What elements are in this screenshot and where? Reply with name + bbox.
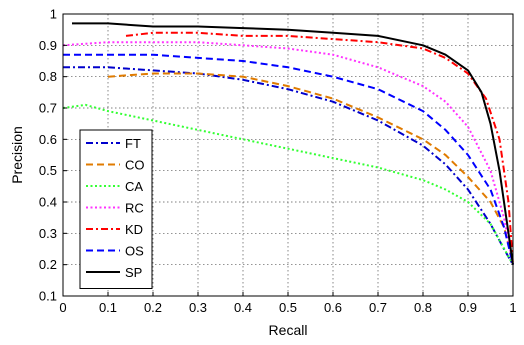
series-line-kd xyxy=(125,31,514,265)
series-lines xyxy=(62,22,514,266)
series-line-ca xyxy=(62,103,514,266)
y-tick-labels: 0.1 0.2 0.3 0.4 0.5 0.6 0.7 0.8 0.9 1 xyxy=(39,7,67,304)
x-tick-label: 1 xyxy=(509,300,516,315)
x-tick-label: 0 xyxy=(59,300,66,315)
legend-label-co: CO xyxy=(125,158,145,173)
series-line-ft xyxy=(63,66,514,266)
legend-label-rc: RC xyxy=(125,201,144,216)
y-tick-label: 0.8 xyxy=(39,69,57,84)
x-tick-label: 0.9 xyxy=(459,300,477,315)
y-axis-label: Precision xyxy=(9,126,25,184)
x-tick-label: 0.4 xyxy=(234,300,252,315)
grid-lines xyxy=(63,14,513,296)
x-tick-label: 0.3 xyxy=(189,300,207,315)
legend-label-ft: FT xyxy=(125,136,141,151)
series-line-sp xyxy=(72,22,514,265)
y-tick-label: 0.3 xyxy=(39,226,57,241)
x-tick-label: 0.7 xyxy=(369,300,387,315)
x-tick-label: 0.6 xyxy=(324,300,342,315)
x-tick-labels: 0 0.1 0.2 0.3 0.4 0.5 0.6 0.7 0.8 0.9 1 xyxy=(59,292,517,315)
x-axis-label: Recall xyxy=(269,322,308,338)
legend-label-sp: SP xyxy=(125,265,142,280)
legend-label-kd: KD xyxy=(125,222,143,237)
y-tick-label: 0.1 xyxy=(39,289,57,304)
series-line-os xyxy=(63,53,514,265)
series-line-rc xyxy=(62,41,514,265)
y-tick-label: 0.5 xyxy=(39,163,57,178)
x-tick-label: 0.1 xyxy=(99,300,117,315)
x-tick-label: 0.5 xyxy=(279,300,297,315)
x-tick-label: 0.2 xyxy=(144,300,162,315)
series-line-co xyxy=(107,72,514,262)
y-tick-label: 1 xyxy=(50,7,57,22)
legend-label-os: OS xyxy=(125,244,144,259)
y-tick-label: 0.9 xyxy=(39,38,57,53)
legend: FT CO CA RC KD OS SP xyxy=(79,129,153,289)
x-tick-label: 0.8 xyxy=(414,300,432,315)
legend-label-ca: CA xyxy=(125,179,143,194)
y-tick-label: 0.2 xyxy=(39,257,57,272)
y-tick-label: 0.6 xyxy=(39,132,57,147)
legend-box xyxy=(79,129,153,289)
y-tick-label: 0.7 xyxy=(39,101,57,116)
y-tick-label: 0.4 xyxy=(39,195,57,210)
